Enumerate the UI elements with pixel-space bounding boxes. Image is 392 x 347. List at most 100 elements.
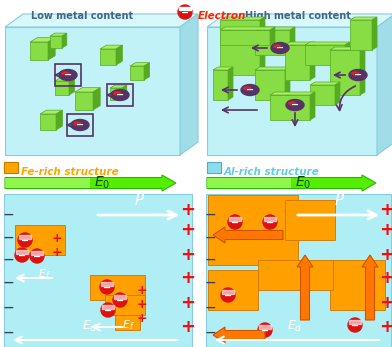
Polygon shape bbox=[255, 27, 295, 30]
Text: −: − bbox=[64, 70, 72, 80]
Polygon shape bbox=[50, 33, 67, 36]
Polygon shape bbox=[270, 27, 275, 45]
Bar bbox=[179, 7, 191, 10]
FancyArrow shape bbox=[297, 255, 313, 320]
Bar bbox=[4, 162, 18, 173]
Text: —: — bbox=[205, 303, 215, 313]
Bar bbox=[105, 295, 145, 315]
Ellipse shape bbox=[71, 119, 89, 130]
Text: High metal content: High metal content bbox=[245, 11, 351, 21]
Polygon shape bbox=[93, 88, 100, 110]
Bar bbox=[67, 114, 93, 136]
Text: −: − bbox=[103, 283, 111, 293]
Text: +: + bbox=[180, 318, 196, 336]
Text: +: + bbox=[137, 298, 147, 312]
Bar bbox=[115, 315, 140, 330]
Circle shape bbox=[263, 215, 277, 229]
Bar bbox=[258, 260, 333, 290]
Text: +: + bbox=[180, 246, 196, 264]
Text: +: + bbox=[180, 221, 196, 239]
Circle shape bbox=[30, 249, 44, 263]
Bar bbox=[220, 30, 270, 45]
Polygon shape bbox=[345, 42, 350, 65]
Text: +: + bbox=[379, 221, 392, 239]
Text: −: − bbox=[21, 236, 29, 246]
Text: +: + bbox=[137, 312, 147, 324]
FancyArrow shape bbox=[207, 178, 292, 188]
Text: −: − bbox=[231, 218, 239, 228]
Bar bbox=[5, 27, 180, 155]
Ellipse shape bbox=[289, 102, 296, 105]
Text: −: − bbox=[354, 70, 362, 80]
Text: —: — bbox=[205, 328, 215, 338]
Text: −: − bbox=[104, 306, 112, 316]
Bar bbox=[101, 282, 113, 286]
Text: $\mathit{E}_d$: $\mathit{E}_d$ bbox=[82, 319, 98, 334]
Bar bbox=[330, 50, 360, 95]
Bar bbox=[30, 42, 48, 60]
Circle shape bbox=[228, 215, 242, 229]
Polygon shape bbox=[48, 38, 55, 60]
Polygon shape bbox=[310, 42, 315, 80]
Text: −: − bbox=[18, 251, 26, 261]
Polygon shape bbox=[220, 17, 265, 20]
Text: —: — bbox=[3, 328, 13, 338]
Text: +: + bbox=[379, 318, 392, 336]
Ellipse shape bbox=[59, 69, 77, 81]
Polygon shape bbox=[75, 88, 100, 92]
Text: Low metal content: Low metal content bbox=[31, 11, 133, 21]
Text: —: — bbox=[3, 210, 13, 220]
FancyArrow shape bbox=[207, 175, 376, 191]
Bar bbox=[255, 70, 285, 100]
Text: —: — bbox=[205, 210, 215, 220]
Polygon shape bbox=[330, 47, 365, 50]
Polygon shape bbox=[144, 63, 150, 80]
Text: $\mathit{P}$: $\mathit{P}$ bbox=[134, 192, 145, 208]
Circle shape bbox=[348, 318, 362, 332]
Text: —: — bbox=[205, 255, 215, 265]
Circle shape bbox=[258, 323, 272, 337]
FancyArrow shape bbox=[5, 178, 91, 188]
Bar bbox=[255, 30, 290, 55]
Bar bbox=[100, 49, 116, 65]
Polygon shape bbox=[305, 42, 350, 45]
Ellipse shape bbox=[111, 90, 129, 101]
Text: —: — bbox=[205, 233, 215, 243]
Bar bbox=[75, 92, 93, 110]
Polygon shape bbox=[130, 63, 150, 66]
Ellipse shape bbox=[241, 85, 259, 95]
Ellipse shape bbox=[114, 92, 121, 95]
Text: −: − bbox=[261, 326, 269, 336]
Bar bbox=[207, 162, 221, 173]
Polygon shape bbox=[255, 67, 290, 70]
Text: —: — bbox=[3, 255, 13, 265]
Bar bbox=[305, 45, 345, 65]
Text: $\mathit{E}_0$: $\mathit{E}_0$ bbox=[295, 175, 312, 191]
Ellipse shape bbox=[271, 42, 289, 53]
Text: +: + bbox=[379, 246, 392, 264]
Bar bbox=[107, 84, 133, 106]
Text: −: − bbox=[33, 252, 41, 262]
Polygon shape bbox=[270, 92, 315, 95]
Bar bbox=[15, 225, 65, 255]
FancyArrow shape bbox=[213, 327, 265, 343]
Polygon shape bbox=[69, 78, 74, 95]
Polygon shape bbox=[285, 42, 315, 45]
Text: +: + bbox=[52, 245, 62, 259]
Text: −: − bbox=[224, 291, 232, 301]
Text: +: + bbox=[379, 294, 392, 312]
Text: —: — bbox=[3, 233, 13, 243]
Polygon shape bbox=[360, 47, 365, 95]
Text: $\mathit{E}_f$: $\mathit{E}_f$ bbox=[38, 267, 51, 281]
Bar bbox=[90, 275, 145, 300]
Polygon shape bbox=[372, 17, 377, 50]
Text: −: − bbox=[116, 296, 124, 306]
FancyArrow shape bbox=[5, 175, 176, 191]
Polygon shape bbox=[350, 17, 377, 20]
Circle shape bbox=[18, 233, 32, 247]
Polygon shape bbox=[213, 67, 233, 70]
Bar bbox=[31, 251, 43, 255]
Polygon shape bbox=[40, 110, 62, 114]
Bar bbox=[285, 200, 335, 240]
Text: −: − bbox=[266, 218, 274, 228]
